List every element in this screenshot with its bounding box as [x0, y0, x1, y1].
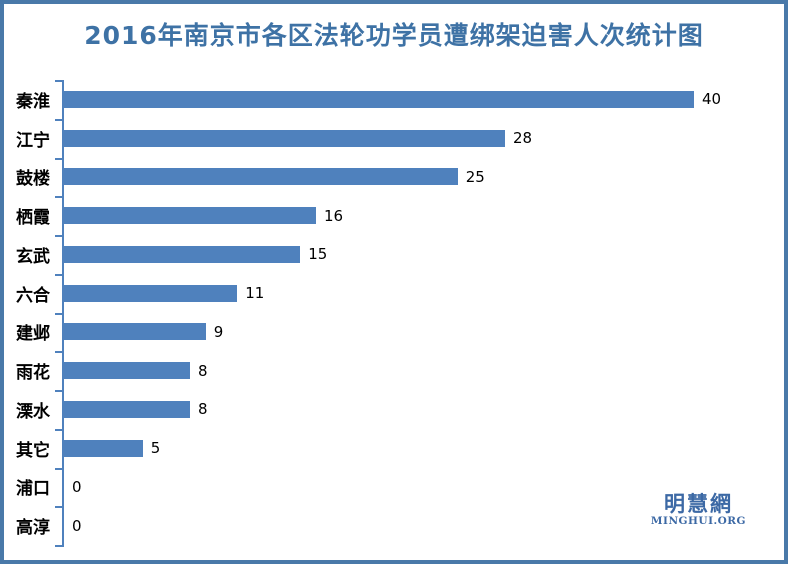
value-label: 25	[465, 167, 485, 186]
bar-area: 0	[64, 478, 784, 496]
bar	[64, 439, 143, 457]
value-label: 28	[513, 129, 533, 148]
chart-row: 鼓楼 25	[4, 158, 784, 197]
axis-tick	[55, 506, 63, 509]
bar-area: 16	[64, 207, 784, 225]
bar-area: 25	[64, 168, 784, 186]
value-label: 8	[198, 400, 208, 419]
chart-row: 高淳 0	[4, 506, 784, 545]
bar-area: 0	[64, 517, 784, 535]
axis-tick	[55, 118, 63, 121]
chart-row: 浦口 0	[4, 468, 784, 507]
value-label: 16	[324, 206, 344, 225]
category-label: 高淳	[16, 518, 50, 539]
chart-row: 雨花 8	[4, 351, 784, 390]
value-label: 15	[308, 245, 328, 264]
bar-area: 11	[64, 284, 784, 302]
chart-row: 六合 11	[4, 274, 784, 313]
minghui-logo-english: MINGHUI.ORG	[650, 515, 746, 528]
axis-tick	[55, 312, 63, 315]
bar-area: 15	[64, 245, 784, 263]
category-label: 栖霞	[16, 208, 50, 229]
value-label: 9	[213, 322, 224, 341]
axis-tick	[55, 467, 63, 470]
axis-tick	[55, 273, 63, 276]
bar-area: 8	[64, 400, 784, 418]
category-label: 玄武	[16, 246, 50, 267]
category-label: 鼓楼	[16, 169, 50, 190]
minghui-logo: 明慧網 MINGHUI.ORG	[650, 492, 746, 528]
bar	[64, 129, 505, 147]
bar	[64, 284, 238, 302]
category-label: 建邺	[16, 324, 50, 345]
bar	[64, 362, 190, 380]
axis-tick	[55, 390, 63, 392]
bar-area: 40	[64, 90, 784, 108]
chart-title: 2016年南京市各区法轮功学员遭绑架迫害人次统计图	[84, 21, 704, 50]
chart-row: 溧水 8	[4, 390, 784, 429]
chart-row: 秦淮 40	[4, 80, 784, 119]
chart-row: 栖霞 16	[4, 196, 784, 235]
y-axis-line	[62, 80, 64, 547]
category-label: 雨花	[16, 363, 50, 384]
value-label: 40	[702, 90, 722, 109]
axis-tick	[55, 545, 63, 547]
axis-tick	[55, 196, 63, 199]
axis-tick	[55, 351, 63, 354]
bar	[64, 168, 458, 186]
value-label: 5	[150, 439, 161, 458]
axis-tick	[55, 235, 63, 237]
chart-row: 江宁 28	[4, 119, 784, 158]
category-label: 江宁	[16, 130, 50, 151]
bar-area: 8	[64, 362, 784, 380]
category-label: 溧水	[16, 401, 50, 422]
bar-rows: 秦淮 40 江宁 28 鼓楼 25 栖霞 16 玄武 15	[4, 80, 784, 545]
bar	[64, 245, 301, 263]
category-label: 其它	[16, 440, 50, 461]
value-label: 0	[72, 477, 82, 496]
bar	[64, 207, 316, 225]
value-label: 11	[245, 284, 265, 303]
bar-area: 5	[64, 439, 784, 457]
axis-tick	[55, 80, 63, 82]
axis-tick	[55, 428, 63, 431]
category-label: 六合	[16, 285, 50, 306]
chart-row: 其它 5	[4, 429, 784, 468]
chart-row: 建邺 9	[4, 313, 784, 352]
bar-area: 9	[64, 323, 784, 341]
value-label: 8	[198, 361, 208, 380]
bar	[64, 323, 206, 341]
chart-row: 玄武 15	[4, 235, 784, 274]
bar-area: 28	[64, 129, 784, 147]
axis-tick	[55, 157, 63, 160]
category-label: 浦口	[16, 479, 50, 500]
minghui-logo-chinese: 明慧網	[663, 492, 733, 516]
bar	[64, 400, 190, 418]
category-label: 秦淮	[16, 91, 50, 112]
value-label: 0	[72, 516, 82, 535]
bar	[64, 90, 694, 108]
